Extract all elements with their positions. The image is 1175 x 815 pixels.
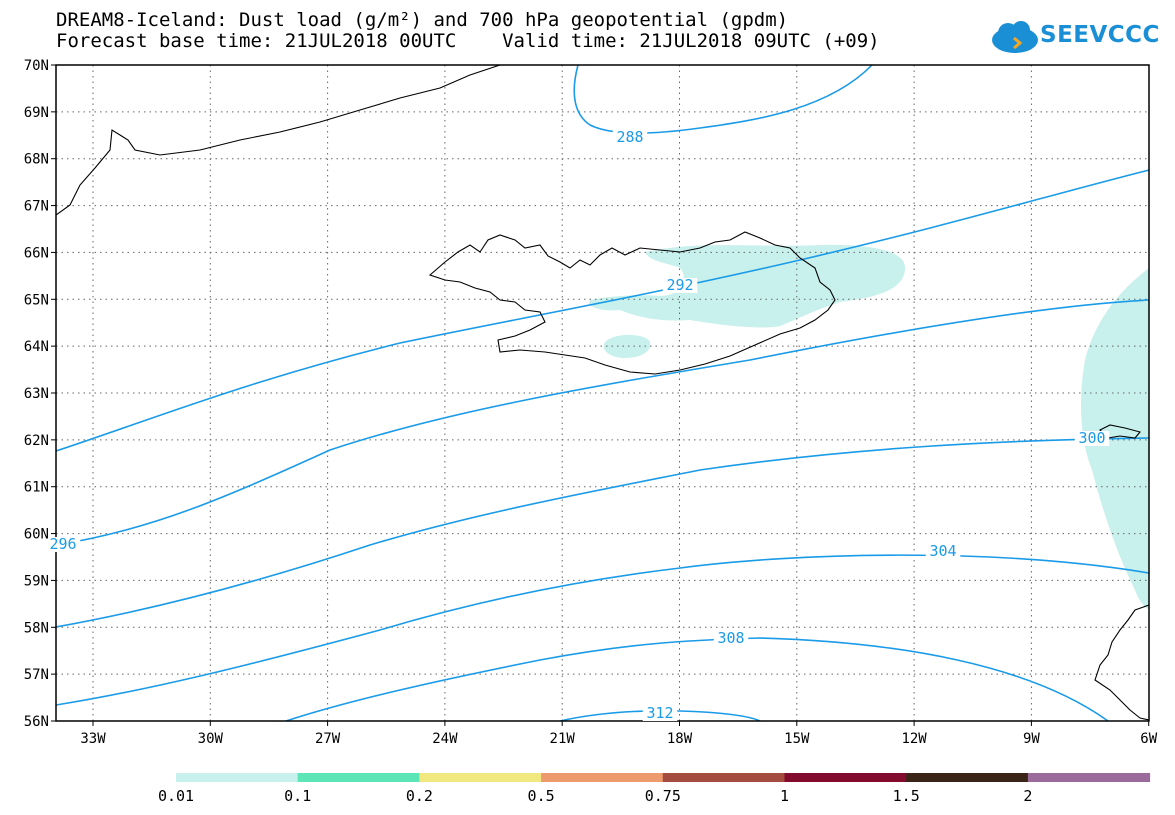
lon-label: 12W <box>901 731 927 747</box>
lon-label: 9W <box>1023 731 1040 747</box>
lon-label: 18W <box>667 731 693 747</box>
coast-greenland <box>56 65 501 216</box>
forecast-time-subtitle: Forecast base time: 21JUL2018 00UTC Vali… <box>56 30 880 52</box>
lon-label: 15W <box>784 731 810 747</box>
lat-label: 69N <box>24 105 49 121</box>
lat-label: 61N <box>24 480 49 496</box>
colorbar-swatch <box>906 773 1029 782</box>
contour-label: 308 <box>717 629 744 647</box>
colorbar-label: 0.2 <box>406 787 433 805</box>
lat-label: 65N <box>24 292 49 308</box>
lon-label: 33W <box>80 731 106 747</box>
coast-scotland <box>1094 604 1149 721</box>
seevccc-logo <box>990 16 1165 60</box>
lat-label: 60N <box>24 527 49 543</box>
contour-label: 288 <box>616 128 643 146</box>
contour-label: 300 <box>1078 429 1105 447</box>
contour-label: 296 <box>49 535 76 553</box>
colorbar-label: 0.75 <box>645 787 681 805</box>
contour-label: 312 <box>646 704 673 722</box>
logo-text: SEEVCCC <box>1040 22 1160 48</box>
colorbar-label: 2 <box>1023 787 1032 805</box>
colorbar-label: 0.01 <box>158 787 194 805</box>
colorbar-label: 0.5 <box>528 787 555 805</box>
colorbar-swatch <box>1027 773 1151 782</box>
lon-label: 27W <box>315 731 341 747</box>
lat-label: 67N <box>24 199 49 215</box>
lat-label: 64N <box>24 339 49 355</box>
lat-label: 68N <box>24 152 49 168</box>
lon-label: 21W <box>550 731 576 747</box>
lat-label: 57N <box>24 667 49 683</box>
colorbar-swatch <box>784 773 907 782</box>
coast-iceland <box>428 231 836 375</box>
colorbar-label: 0.1 <box>284 787 311 805</box>
lat-label: 62N <box>24 433 49 449</box>
lon-label: 6W <box>1140 731 1157 747</box>
coast-faroe <box>1099 424 1141 439</box>
lat-label: 63N <box>24 386 49 402</box>
colorbar-swatch <box>541 773 664 782</box>
lon-label: 24W <box>432 731 458 747</box>
colorbar-swatch <box>297 773 420 782</box>
contour-label: 304 <box>929 542 956 560</box>
lat-label: 66N <box>24 245 49 261</box>
lat-label: 56N <box>24 714 49 730</box>
cloud-icon <box>992 21 1038 53</box>
colorbar-swatch <box>176 773 299 782</box>
colorbar-label: 1.5 <box>893 787 920 805</box>
lon-label: 30W <box>198 731 224 747</box>
lat-label: 58N <box>24 620 49 636</box>
colorbar-swatch <box>662 773 785 782</box>
lat-label: 59N <box>24 573 49 589</box>
dust-area-iceland <box>589 244 905 358</box>
colorbar-label: 1 <box>780 787 789 805</box>
contour-label: 292 <box>666 276 693 294</box>
lat-lon-grid <box>56 65 1149 721</box>
colorbar-swatch <box>419 773 542 782</box>
lat-label: 70N <box>24 58 49 74</box>
map-title: DREAM8-Iceland: Dust load (g/m²) and 700… <box>56 9 789 31</box>
coastlines <box>56 65 1149 721</box>
